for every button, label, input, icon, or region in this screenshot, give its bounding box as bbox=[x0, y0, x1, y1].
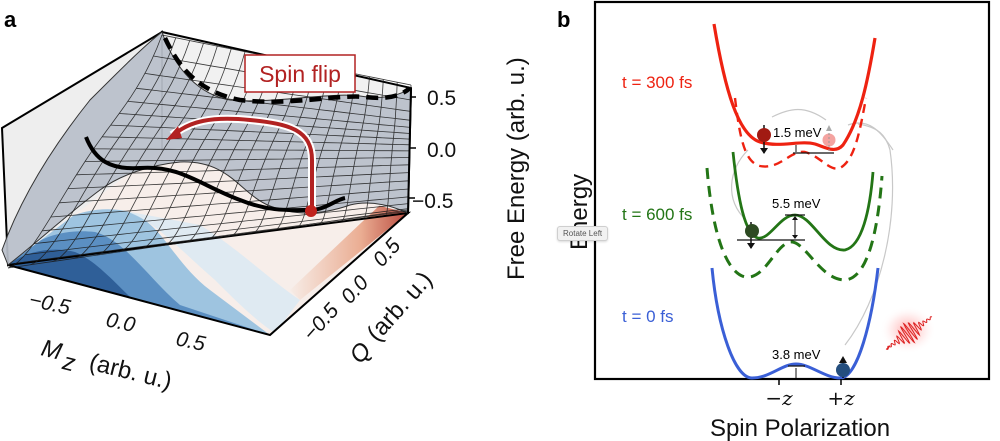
surface-grid-line bbox=[76, 164, 410, 176]
z-tick-label: −0.5 bbox=[412, 190, 453, 213]
surface-grid-line bbox=[93, 148, 410, 152]
z-axis-line bbox=[407, 87, 412, 214]
spin-down-marker bbox=[757, 128, 771, 142]
barrier-label-t600: 5.5 meV bbox=[772, 196, 821, 211]
label-t600: t = 600 fs bbox=[622, 205, 692, 224]
x-axis-title-sub: z bbox=[59, 348, 78, 377]
x-axis-title-units: (arb. u.) bbox=[87, 349, 175, 396]
x-axis-title-main: M bbox=[39, 335, 65, 366]
z-tick-label: 0.5 bbox=[427, 87, 456, 110]
t300-markers: 1.5 meV bbox=[757, 125, 836, 154]
laser-pulse-icon bbox=[880, 306, 936, 354]
z-axis-title: Free Energy (arb. u.) bbox=[503, 57, 530, 280]
x-tick-label: 0.0 bbox=[104, 308, 138, 337]
plot-frame bbox=[593, 0, 991, 381]
surface-grid-line bbox=[25, 208, 409, 256]
surface-grid-line bbox=[50, 188, 409, 218]
curve-t600-dashed bbox=[705, 167, 884, 282]
surface-grid-line bbox=[136, 87, 411, 121]
y-axis-title-main: Q bbox=[344, 337, 377, 369]
x-axis-title: Spin Polarization bbox=[710, 415, 890, 441]
z-ticks: 0.5 0.0 −0.5 bbox=[409, 87, 456, 213]
surface-grid-line bbox=[59, 180, 410, 204]
spin-marker bbox=[745, 224, 759, 238]
panel-label-a: a bbox=[4, 7, 17, 32]
spin-flip-arrow bbox=[174, 116, 314, 210]
dashed-path bbox=[162, 37, 412, 104]
z-tick-label: 0.0 bbox=[427, 139, 456, 162]
rotate-left-tooltip: Rotate Left bbox=[557, 226, 609, 241]
surface-grid-line bbox=[67, 172, 410, 189]
y-axis-title-units: (arb. u.) bbox=[362, 266, 438, 347]
surface-grid-line bbox=[33, 203, 409, 244]
start-point-marker bbox=[305, 205, 317, 217]
ghost-spin-marker bbox=[822, 133, 836, 147]
panel-a: a Spin flip bbox=[0, 7, 530, 396]
surface-grid-line bbox=[110, 124, 411, 140]
surface-grid-line bbox=[42, 196, 409, 232]
t0-markers: 3.8 meV bbox=[772, 347, 850, 378]
curve-t0-solid bbox=[710, 267, 880, 380]
x-tick-label: 0.5 bbox=[174, 327, 208, 356]
y-tick-label: −0.5 bbox=[299, 299, 344, 345]
spin-up-marker bbox=[836, 363, 850, 377]
y-tick-label: 0.0 bbox=[337, 271, 374, 308]
surface-grid bbox=[7, 34, 412, 269]
x-tick-label: +z bbox=[827, 386, 855, 410]
surface-grid-line bbox=[7, 209, 409, 269]
curve-t300-dashed bbox=[733, 97, 868, 170]
t600-markers: 5.5 meV bbox=[737, 196, 821, 249]
x-tick-label: −0.5 bbox=[27, 288, 73, 319]
barrier-label-t300: 1.5 meV bbox=[773, 125, 822, 140]
label-t300: t = 300 fs bbox=[622, 73, 692, 92]
panel-b: b t = 300 fs t = 600 fs t = 0 fs bbox=[557, 0, 991, 441]
x-tick-label: −z bbox=[765, 386, 793, 410]
curve-t300-solid bbox=[712, 23, 877, 152]
surface-grid-line bbox=[84, 157, 410, 162]
spin-flip-box bbox=[244, 54, 356, 93]
barrier-label-t0: 3.8 meV bbox=[772, 347, 821, 362]
x-axis-title: M z (arb. u.) bbox=[39, 335, 175, 396]
surface-grid-line bbox=[102, 136, 410, 146]
spin-flip-label: Spin flip bbox=[259, 61, 341, 87]
panel-label-b: b bbox=[557, 7, 570, 32]
surface-grid-line bbox=[127, 101, 411, 128]
spin-flip-arrowhead bbox=[166, 126, 182, 140]
solid-path bbox=[84, 136, 346, 213]
label-t0: t = 0 fs bbox=[622, 307, 674, 326]
